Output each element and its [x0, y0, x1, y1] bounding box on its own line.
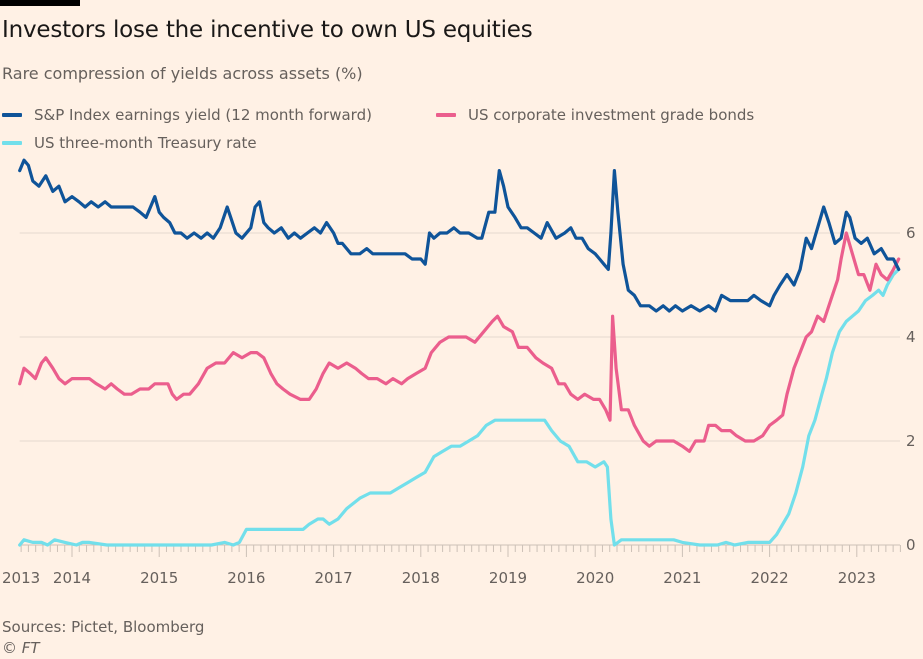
legend-label-treasury: US three-month Treasury rate [34, 134, 257, 152]
x-tick-label: 2014 [53, 569, 91, 587]
legend-swatch-treasury [2, 141, 22, 145]
series-line-us-corporate-investment-grade-bonds [18, 231, 901, 453]
x-tick-label: 2019 [489, 569, 527, 587]
series-line-us-three-month-treasury-rate [18, 267, 901, 547]
y-axis: 0 2 4 6 [906, 224, 916, 554]
x-tick-label: 2017 [315, 569, 353, 587]
legend-label-sp: S&P Index earnings yield (12 month forwa… [34, 106, 372, 124]
x-tick-label: 2013 [2, 569, 40, 587]
ft-brand-bar [0, 0, 80, 6]
x-axis: 2013 2014 2015 2016 2017 2018 2019 2020 2021 2022… [2, 545, 901, 587]
legend-item-treasury-rate: US three-month Treasury rate [2, 134, 257, 152]
series-line-s-p-index-earnings-yield-12-month-forward [18, 158, 901, 313]
y-tick-label: 6 [906, 224, 916, 242]
legend-item-corporate-bonds: US corporate investment grade bonds [436, 106, 754, 124]
legend-label-corporate: US corporate investment grade bonds [468, 106, 755, 124]
legend-swatch-corporate [436, 113, 456, 117]
gridlines [19, 232, 900, 546]
legend-swatch-sp [2, 113, 22, 117]
copyright: © FT [2, 639, 40, 657]
x-tick-label: 2018 [402, 569, 440, 587]
y-tick-label: 0 [906, 536, 916, 554]
chart-title: Investors lose the incentive to own US e… [2, 17, 533, 43]
x-tick-label: 2022 [751, 569, 789, 587]
series-lines [18, 158, 901, 547]
chart-subtitle: Rare compression of yields across assets… [2, 64, 363, 83]
legend-item-sp-earnings-yield: S&P Index earnings yield (12 month forwa… [2, 106, 372, 124]
x-tick-label: 2023 [838, 569, 876, 587]
y-tick-label: 2 [906, 432, 916, 450]
x-tick-label: 2015 [140, 569, 178, 587]
x-tick-label: 2021 [663, 569, 701, 587]
x-tick-label: 2016 [227, 569, 265, 587]
sources-note: Sources: Pictet, Bloomberg [2, 618, 205, 636]
y-tick-label: 4 [906, 328, 916, 346]
x-tick-label: 2020 [576, 569, 614, 587]
